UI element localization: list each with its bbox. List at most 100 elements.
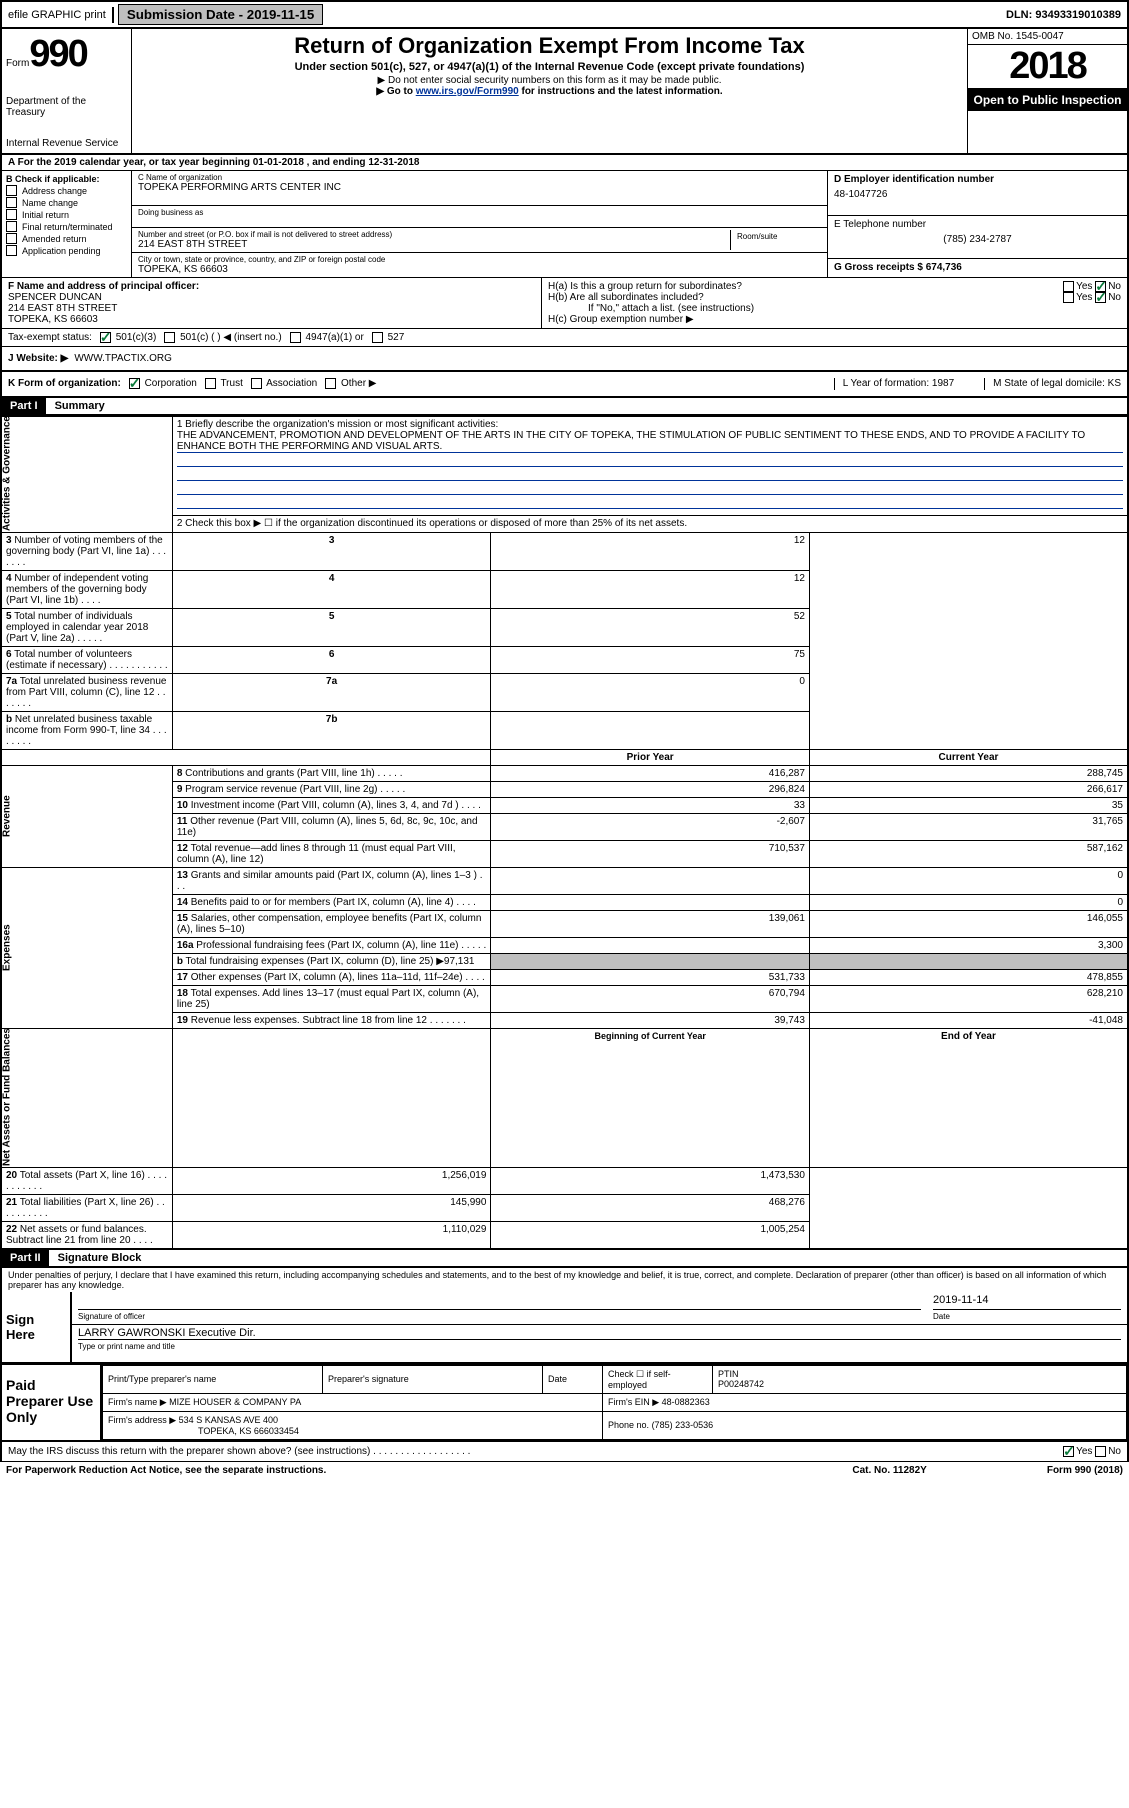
checkbox[interactable] bbox=[6, 221, 17, 232]
hb-label: H(b) Are all subordinates included? bbox=[548, 292, 704, 303]
top-bar: efile GRAPHIC print Submission Date - 20… bbox=[0, 0, 1129, 29]
state-domicile: M State of legal domicile: KS bbox=[984, 378, 1121, 389]
checkbox[interactable] bbox=[6, 197, 17, 208]
officer-label: F Name and address of principal officer: bbox=[8, 281, 535, 292]
discuss-yes-checkbox[interactable] bbox=[1063, 1446, 1074, 1457]
prep-date-label: Date bbox=[543, 1365, 603, 1393]
note-link: ▶ Go to www.irs.gov/Form990 for instruct… bbox=[140, 86, 959, 97]
checkbox[interactable] bbox=[6, 185, 17, 196]
firm-phone: (785) 233-0536 bbox=[652, 1420, 714, 1430]
firm-addr-label: Firm's address ▶ bbox=[108, 1415, 176, 1425]
k-label: K Form of organization: bbox=[8, 378, 121, 389]
note-ssn: ▶ Do not enter social security numbers o… bbox=[140, 75, 959, 86]
ha-yes-checkbox[interactable] bbox=[1063, 281, 1074, 292]
part1-title: Summary bbox=[55, 400, 105, 412]
tax-status-row: Tax-exempt status: 501(c)(3) 501(c) ( ) … bbox=[0, 328, 1129, 347]
checkbox[interactable] bbox=[6, 245, 17, 256]
paperwork-notice: For Paperwork Reduction Act Notice, see … bbox=[6, 1465, 326, 1476]
527-checkbox[interactable] bbox=[372, 332, 383, 343]
dba-label: Doing business as bbox=[138, 208, 821, 217]
efile-label: efile GRAPHIC print bbox=[2, 7, 114, 23]
hb-note: If "No," attach a list. (see instruction… bbox=[548, 303, 1121, 314]
prep-sig-label: Preparer's signature bbox=[323, 1365, 543, 1393]
checkbox[interactable] bbox=[6, 209, 17, 220]
irs-link[interactable]: www.irs.gov/Form990 bbox=[416, 86, 519, 97]
checkbox-label: Amended return bbox=[22, 234, 87, 244]
discuss-no-checkbox[interactable] bbox=[1095, 1446, 1106, 1457]
part1-header: Part I bbox=[2, 398, 46, 414]
tax-status-label: Tax-exempt status: bbox=[8, 332, 92, 343]
officer-name: SPENCER DUNCAN bbox=[8, 292, 535, 303]
other-checkbox[interactable] bbox=[325, 378, 336, 389]
org-name-label: C Name of organization bbox=[138, 173, 821, 182]
col-c-org-info: C Name of organizationTOPEKA PERFORMING … bbox=[132, 171, 827, 277]
checkbox-label: Application pending bbox=[22, 246, 101, 256]
col-b-title: B Check if applicable: bbox=[6, 174, 127, 184]
ha-label: H(a) Is this a group return for subordin… bbox=[548, 281, 742, 292]
501c-checkbox[interactable] bbox=[164, 332, 175, 343]
checkbox[interactable] bbox=[6, 233, 17, 244]
irs-label: Internal Revenue Service bbox=[6, 138, 127, 149]
city-value: TOPEKA, KS 66603 bbox=[138, 264, 821, 275]
officer-name-title: LARRY GAWRONSKI Executive Dir. bbox=[78, 1327, 1121, 1340]
form-word: Form bbox=[6, 58, 29, 69]
checkbox-label: Final return/terminated bbox=[22, 222, 113, 232]
paid-preparer-block: Paid Preparer Use Only Print/Type prepar… bbox=[0, 1365, 1129, 1442]
paid-preparer-label: Paid Preparer Use Only bbox=[2, 1365, 102, 1440]
summary-table: Activities & Governance 1 Briefly descri… bbox=[0, 416, 1129, 1250]
corp-checkbox[interactable] bbox=[129, 378, 140, 389]
form-number: 990 bbox=[29, 33, 86, 75]
ein-label: D Employer identification number bbox=[834, 174, 1121, 185]
assoc-checkbox[interactable] bbox=[251, 378, 262, 389]
4947-checkbox[interactable] bbox=[290, 332, 301, 343]
firm-addr2: TOPEKA, KS 666033454 bbox=[198, 1426, 299, 1436]
officer-addr1: 214 EAST 8TH STREET bbox=[8, 303, 535, 314]
mission-text: THE ADVANCEMENT, PROMOTION AND DEVELOPME… bbox=[177, 430, 1123, 453]
gross-receipts: G Gross receipts $ 674,736 bbox=[834, 262, 1121, 273]
501c3-checkbox[interactable] bbox=[100, 332, 111, 343]
year-formation: L Year of formation: 1987 bbox=[834, 378, 954, 389]
info-grid: B Check if applicable: Address changeNam… bbox=[0, 171, 1129, 277]
cat-no: Cat. No. 11282Y bbox=[852, 1465, 926, 1476]
submission-date-button[interactable]: Submission Date - 2019-11-15 bbox=[118, 4, 323, 25]
website-value: WWW.TPACTIX.ORG bbox=[74, 353, 172, 364]
ein-value: 48-1047726 bbox=[834, 189, 1121, 200]
org-name: TOPEKA PERFORMING ARTS CENTER INC bbox=[138, 182, 821, 193]
date-label: Date bbox=[933, 1312, 950, 1321]
trust-checkbox[interactable] bbox=[205, 378, 216, 389]
tax-year: 2018 bbox=[968, 45, 1127, 89]
form-footer: Form 990 (2018) bbox=[1047, 1465, 1123, 1476]
org-form-row: K Form of organization: Corporation Trus… bbox=[0, 372, 1129, 397]
side-expenses: Expenses bbox=[1, 867, 172, 1028]
type-name-label: Type or print name and title bbox=[78, 1342, 175, 1351]
checkbox-label: Initial return bbox=[22, 210, 69, 220]
room-label: Room/suite bbox=[737, 232, 815, 241]
col-b-checkboxes: B Check if applicable: Address changeNam… bbox=[2, 171, 132, 277]
row-f-officer: F Name and address of principal officer:… bbox=[0, 277, 1129, 328]
end-year-header: End of Year bbox=[809, 1028, 1128, 1167]
website-row: J Website: ▶ WWW.TPACTIX.ORG bbox=[0, 347, 1129, 372]
firm-ein: 48-0882363 bbox=[662, 1397, 710, 1407]
declaration-text: Under penalties of perjury, I declare th… bbox=[2, 1268, 1127, 1292]
footer: For Paperwork Reduction Act Notice, see … bbox=[0, 1462, 1129, 1479]
hb-yes-checkbox[interactable] bbox=[1063, 292, 1074, 303]
row-a-tax-year: A For the 2019 calendar year, or tax yea… bbox=[0, 155, 1129, 171]
checkbox-label: Name change bbox=[22, 198, 78, 208]
begin-year-header: Beginning of Current Year bbox=[491, 1028, 810, 1167]
side-governance: Activities & Governance bbox=[1, 416, 172, 532]
omb-number: OMB No. 1545-0047 bbox=[968, 29, 1127, 45]
form-title: Return of Organization Exempt From Incom… bbox=[140, 33, 959, 59]
dept-treasury: Department of the Treasury bbox=[6, 96, 127, 118]
addr-value: 214 EAST 8TH STREET bbox=[138, 239, 730, 250]
phone-value: (785) 234-2787 bbox=[834, 234, 1121, 245]
sig-date: 2019-11-14 bbox=[933, 1294, 1121, 1310]
website-label: J Website: ▶ bbox=[8, 353, 68, 364]
side-revenue: Revenue bbox=[1, 765, 172, 867]
hb-no-checkbox[interactable] bbox=[1095, 292, 1106, 303]
line2-checkbox: 2 Check this box ▶ ☐ if the organization… bbox=[172, 515, 1128, 532]
phone-label: E Telephone number bbox=[834, 219, 1121, 230]
ptin-value: P00248742 bbox=[718, 1379, 764, 1389]
firm-name: MIZE HOUSER & COMPANY PA bbox=[169, 1397, 301, 1407]
dln-label: DLN: 93493319010389 bbox=[1000, 7, 1127, 23]
firm-ein-label: Firm's EIN ▶ bbox=[608, 1397, 659, 1407]
